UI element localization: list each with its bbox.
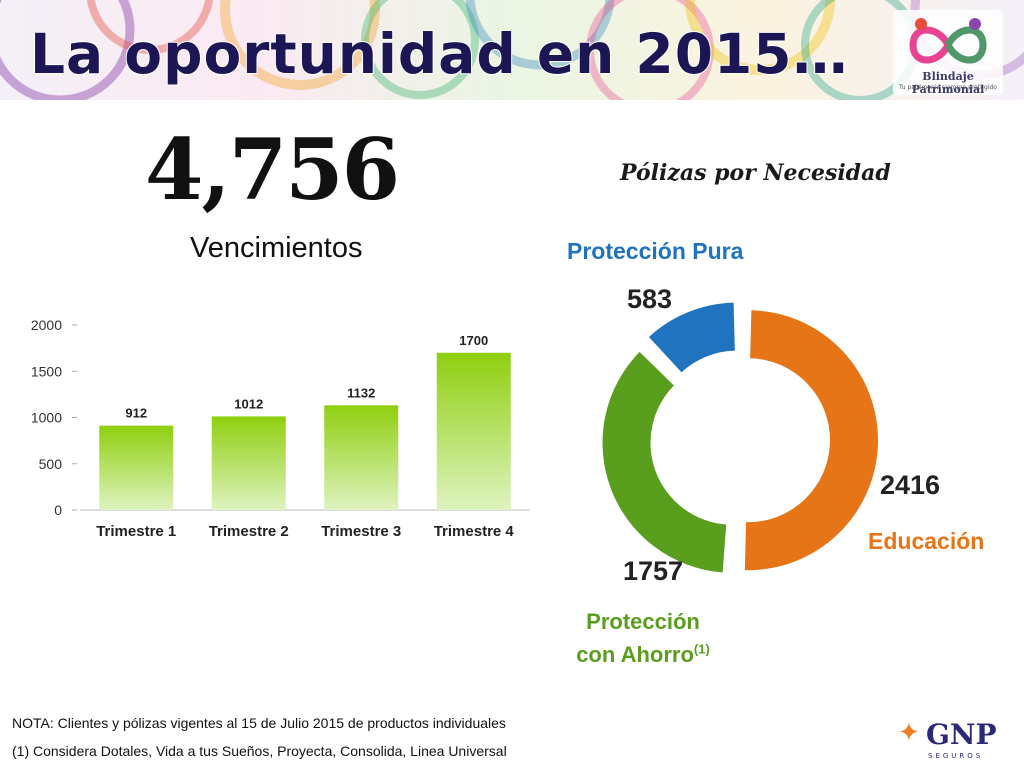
legend-proteccion-pura: Protección Pura	[567, 238, 744, 264]
blindaje-patrimonial-logo: Blindaje Patrimonial Tu patrimonio siemp…	[893, 10, 1003, 96]
donut-section-title: Pólizas por Necesidad	[620, 160, 891, 186]
polizas-donut-chart	[602, 302, 878, 573]
x-tick-label: Trimestre 3	[321, 523, 401, 540]
donut-slice	[744, 310, 878, 571]
x-tick-label: Trimestre 1	[96, 523, 176, 540]
header-banner: La oportunidad en 2015… Blindaje Patrimo…	[0, 0, 1024, 100]
bar-data-label: 1132	[347, 385, 375, 400]
x-tick-label: Trimestre 4	[434, 523, 515, 540]
data-label-proteccion-pura: 583	[627, 284, 673, 314]
bar	[99, 425, 174, 510]
page-title: La oportunidad en 2015…	[29, 21, 849, 87]
gnp-brand-sub: SEGUROS	[928, 752, 984, 760]
logo-brand-name: Blindaje Patrimonial	[911, 70, 985, 96]
y-tick-label: 500	[39, 456, 63, 472]
donut-slice	[648, 302, 735, 373]
bar-data-label: 1700	[459, 333, 488, 348]
legend-ahorro-line2: con Ahorro	[576, 642, 694, 667]
bar	[436, 352, 511, 510]
data-label-proteccion-ahorro: 1757	[623, 556, 684, 586]
legend-educacion: Educación	[868, 528, 985, 554]
bar	[324, 405, 399, 510]
legend-proteccion-ahorro: Protección con Ahorro(1)	[563, 605, 723, 671]
bar-section-title: Vencimientos	[190, 232, 363, 264]
y-tick-label: 2000	[31, 317, 62, 333]
gnp-seguros-logo: ✦ GNP SEGUROS	[896, 718, 1006, 764]
legend-ahorro-line1: Protección	[586, 609, 700, 634]
x-tick-label: Trimestre 2	[209, 523, 289, 540]
infinity-logo-icon	[909, 18, 987, 64]
y-tick-label: 1000	[31, 410, 62, 426]
bar-data-label: 1012	[234, 396, 263, 411]
vencimientos-bar-chart: 0 500 1000 1500 2000 912 Trimestre 1 1012 Trime…	[31, 317, 530, 540]
gnp-brand: GNP	[926, 718, 997, 751]
footnote-marker: (1)	[693, 641, 710, 657]
footnote-considera: (1) Considera Dotales, Vida a tus Sueños…	[12, 743, 507, 759]
gnp-star-icon: ✦	[898, 718, 920, 748]
logo-tagline: Tu patrimonio siempre protegido	[899, 84, 997, 91]
total-policies-number: 4,756	[145, 120, 400, 219]
y-tick-label: 1500	[31, 363, 62, 379]
bar-data-label: 912	[125, 406, 147, 421]
data-label-educacion: 2416	[880, 470, 941, 500]
y-tick-label: 0	[54, 502, 62, 518]
donut-slice	[602, 351, 727, 573]
bar	[211, 416, 286, 510]
footnote-nota: NOTA: Clientes y pólizas vigentes al 15 …	[12, 715, 506, 731]
